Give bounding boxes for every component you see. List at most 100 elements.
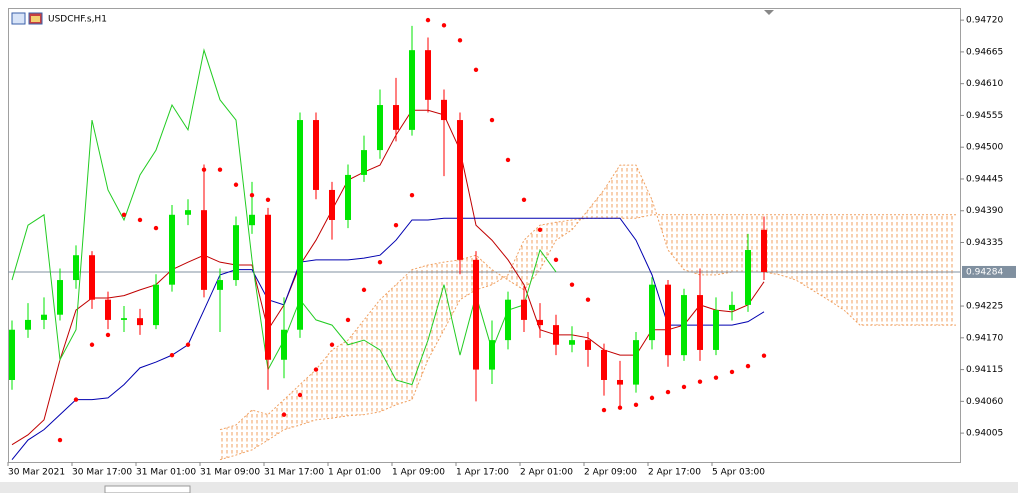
sar-dot <box>185 342 191 347</box>
sar-dot <box>729 369 735 375</box>
candle-body <box>121 318 127 320</box>
sar-dot <box>665 389 671 395</box>
candle-body <box>361 150 367 175</box>
sar-dot <box>153 225 159 231</box>
sar-dot <box>505 157 511 163</box>
candle-body <box>233 225 239 281</box>
candle-body <box>297 120 303 330</box>
candle-body <box>73 255 79 281</box>
sar-dot <box>489 117 495 123</box>
candle-body <box>137 318 143 326</box>
x-tick-label: 1 Apr 01:00 <box>328 468 381 478</box>
candle-body <box>217 280 223 290</box>
candle-body <box>473 259 479 370</box>
candle-body <box>249 214 255 226</box>
y-tick-label: 0.94060 <box>966 397 1003 407</box>
candle-body <box>265 214 271 360</box>
sar-dot <box>329 342 335 347</box>
candle-body <box>281 329 287 360</box>
current-price-box <box>962 265 1016 278</box>
sar-dot <box>169 352 175 358</box>
x-tick-label: 1 Apr 17:00 <box>456 468 509 478</box>
shift-marker <box>764 10 774 15</box>
sar-dot <box>649 395 655 401</box>
cloud <box>220 165 956 460</box>
y-tick-label: 0.94445 <box>966 174 1003 184</box>
candle-body <box>329 189 335 220</box>
candle-body <box>89 255 95 300</box>
sar-dot <box>569 282 575 287</box>
sar-dot <box>697 379 703 384</box>
candle-body <box>665 284 671 356</box>
sar-dot <box>281 412 287 417</box>
sar-dot <box>393 222 399 228</box>
sar-dot <box>89 342 95 347</box>
sar-dot <box>313 367 319 372</box>
sar-dot <box>425 17 431 23</box>
plot <box>8 17 960 461</box>
candle-body <box>489 340 495 370</box>
candle-body <box>185 210 191 215</box>
sar-dot <box>217 167 223 172</box>
sar-dot <box>345 317 351 323</box>
candle-body <box>697 295 703 350</box>
x-tick-label: 31 Mar 17:00 <box>264 468 324 478</box>
sar-dot <box>601 407 607 413</box>
candle-body <box>521 299 527 320</box>
current-price-label: 0.94284 <box>966 267 1003 277</box>
candle-body <box>153 284 159 326</box>
candle-body <box>457 120 463 260</box>
sar-dot <box>121 212 127 217</box>
candle-body <box>9 329 15 380</box>
x-tick-label: 31 Mar 09:00 <box>200 468 260 478</box>
candle-body <box>617 379 623 385</box>
x-tick-label: 2 Apr 09:00 <box>584 468 637 478</box>
sar-dot <box>137 217 143 223</box>
sar-dot <box>73 397 79 402</box>
indicator-line <box>11 217 765 461</box>
candle-body <box>649 284 655 341</box>
candle-body <box>41 314 47 320</box>
chart-title: USDCHF.s,H1 <box>48 15 107 25</box>
candle-body <box>57 280 63 315</box>
sar-dot <box>553 257 559 263</box>
sar-dot <box>105 332 111 338</box>
candle-body <box>601 349 607 380</box>
sar-dot <box>745 363 751 369</box>
y-tick-label: 0.94170 <box>966 333 1003 343</box>
candle-body <box>761 229 767 272</box>
x-tick-label: 5 Apr 03:00 <box>712 468 765 478</box>
sar-dot <box>409 192 415 198</box>
candle-body <box>377 105 383 151</box>
y-tick-label: 0.94665 <box>966 47 1003 57</box>
sar-dot <box>441 23 447 28</box>
x-tick-label: 2 Apr 17:00 <box>648 468 701 478</box>
tab[interactable] <box>104 485 191 493</box>
sar-dot <box>521 197 527 202</box>
candle-body <box>745 250 751 305</box>
candle-body <box>393 105 399 130</box>
candle-body <box>201 210 207 290</box>
sar-dot <box>249 192 255 198</box>
sar-dot <box>233 182 239 187</box>
candle-body <box>633 340 639 385</box>
sar-dot <box>265 197 271 202</box>
y-tick-label: 0.94225 <box>966 302 1003 312</box>
sar-dot <box>361 287 367 293</box>
candle-body <box>441 99 447 121</box>
sar-dot <box>473 67 479 73</box>
sar-dot <box>713 375 719 380</box>
candle-body <box>425 50 431 100</box>
y-tick-label: 0.94390 <box>966 206 1003 216</box>
candle-body <box>585 340 591 350</box>
candle-body <box>681 295 687 356</box>
sar-dot <box>633 402 639 408</box>
plot-frame <box>8 8 961 463</box>
sar-dot <box>585 297 591 302</box>
y-tick-label: 0.94610 <box>966 79 1003 89</box>
sar-dot <box>297 392 303 398</box>
y-tick-label: 0.94115 <box>966 365 1003 375</box>
sar-dot <box>201 167 207 172</box>
cloud-span-a <box>219 164 956 431</box>
sar-dot <box>761 353 767 358</box>
